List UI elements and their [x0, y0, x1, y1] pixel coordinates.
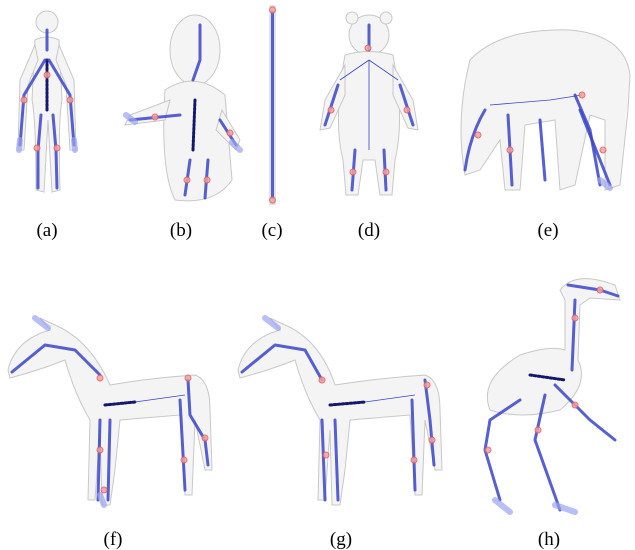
joint-marker — [600, 147, 606, 153]
joint-marker — [34, 145, 40, 151]
joint-marker — [204, 177, 210, 183]
mesh-outline — [487, 279, 620, 415]
skeleton-tip — [265, 318, 278, 328]
skeleton-curve — [98, 420, 100, 500]
joint-marker — [365, 45, 371, 51]
joint-marker — [97, 375, 103, 381]
panel-d — [320, 12, 418, 195]
panel-a — [18, 11, 76, 192]
mesh-outline — [346, 12, 358, 24]
skeleton-tip — [19, 140, 20, 150]
joint-marker — [507, 147, 513, 153]
panel-g — [238, 318, 442, 505]
joint-marker — [350, 169, 356, 175]
joint-marker — [101, 487, 107, 493]
joint-marker — [184, 177, 190, 183]
panel-label: (e) — [537, 220, 558, 241]
joint-marker — [181, 457, 187, 463]
joint-marker — [424, 382, 430, 388]
joint-marker — [535, 427, 541, 433]
mesh-outline — [380, 12, 392, 24]
skeleton-curve — [555, 385, 615, 440]
joint-marker — [270, 197, 276, 203]
joint-marker — [67, 97, 73, 103]
panel-label: (b) — [170, 220, 192, 241]
joint-marker — [97, 447, 103, 453]
skeleton-tip — [100, 495, 104, 505]
joint-marker — [323, 452, 329, 458]
panel-b — [125, 15, 240, 201]
panel-c — [270, 6, 276, 204]
joint-marker — [572, 402, 578, 408]
joint-marker — [572, 315, 578, 321]
skeleton-tip — [495, 500, 510, 512]
joint-marker — [202, 435, 208, 441]
joint-marker — [227, 130, 233, 136]
joint-marker — [404, 107, 410, 113]
skeleton-tip — [35, 318, 48, 328]
panel-label: (f) — [104, 529, 123, 550]
panel-label: (c) — [261, 220, 282, 241]
joint-marker — [44, 72, 50, 78]
joint-marker — [597, 287, 603, 293]
panel-label: (d) — [358, 220, 380, 241]
joint-marker — [475, 132, 481, 138]
joint-marker — [328, 107, 334, 113]
panel-e — [461, 30, 630, 190]
joint-marker — [152, 114, 158, 120]
panel-h — [485, 279, 620, 512]
page: (a) (b) (c) (d) (e) (f) (g) (h) (() => {… — [0, 0, 635, 550]
joint-marker — [485, 447, 491, 453]
joint-marker — [319, 377, 325, 383]
joint-marker — [21, 97, 27, 103]
panel-f — [8, 318, 212, 505]
mesh-outline — [164, 81, 232, 201]
joint-marker — [270, 7, 276, 13]
panel-label: (g) — [330, 529, 352, 550]
skeleton-curve — [540, 120, 545, 180]
joint-marker — [579, 92, 585, 98]
skeleton-core — [193, 100, 195, 150]
skeleton-tip — [555, 505, 575, 512]
joint-marker — [429, 437, 435, 443]
skeleton-tip — [74, 140, 75, 150]
joint-marker — [383, 169, 389, 175]
joint-marker — [411, 457, 417, 463]
skeleton-curve — [108, 420, 110, 500]
figure: (a) (b) (c) (d) (e) (f) (g) (h) — [0, 0, 635, 550]
joint-marker — [185, 375, 191, 381]
panel-label: (a) — [36, 220, 57, 241]
panel-label: (h) — [538, 529, 560, 550]
joint-marker — [54, 145, 60, 151]
